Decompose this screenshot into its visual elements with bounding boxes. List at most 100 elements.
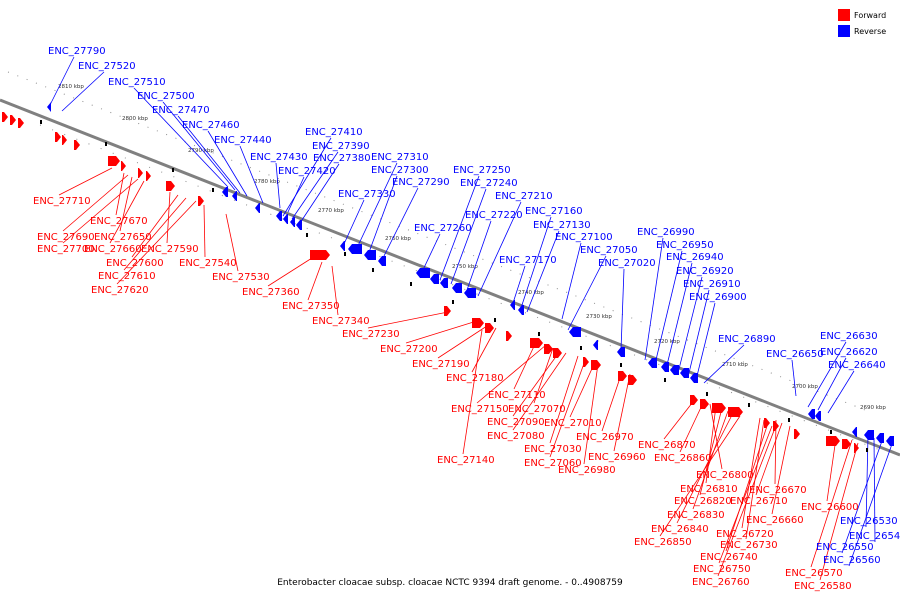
- gene-arrow-reverse: [378, 256, 386, 266]
- leader-line-reverse: [567, 255, 607, 331]
- gene-arrow-forward: [138, 168, 143, 178]
- gene-arrow-reverse: [690, 373, 698, 383]
- feature-marker: [748, 403, 750, 407]
- leader-line-reverse: [177, 115, 241, 194]
- gene-label-reverse: ENC_27420: [278, 166, 336, 177]
- gene-label-forward: ENC_26580: [794, 581, 852, 592]
- gene-arrow-reverse: [617, 347, 625, 357]
- leader-line-layer: [49, 56, 893, 581]
- gene-arrow-reverse: [593, 340, 598, 350]
- leader-line-forward: [166, 191, 171, 244]
- gene-label-reverse: ENC_27460: [182, 120, 240, 131]
- leader-line-reverse: [791, 359, 797, 397]
- leader-line-reverse: [807, 341, 847, 408]
- leader-line-reverse: [561, 242, 582, 320]
- leader-line-reverse: [695, 302, 716, 381]
- gene-label-reverse: ENC_27470: [152, 105, 210, 116]
- tick-label-layer: 2810 kbp 2800 kbp 2790 kbp 2780 kbp 2770 kbp…: [58, 84, 886, 411]
- gene-label-reverse: ENC_27790: [48, 46, 106, 57]
- gene-arrow-reverse: [232, 191, 237, 201]
- gene-label-forward: ENC_27360: [242, 287, 300, 298]
- gene-label-reverse: ENC_26920: [676, 266, 734, 277]
- gene-label-reverse: ENC_27410: [305, 127, 363, 138]
- legend: Forward Reverse: [838, 8, 886, 40]
- gene-label-reverse: ENC_27050: [580, 245, 638, 256]
- gene-arrow-forward: [74, 140, 80, 150]
- gene-label-reverse: ENC_27240: [460, 178, 518, 189]
- scale-tick-label: 2710 kbp: [722, 362, 748, 368]
- gene-arrow-reverse: [452, 283, 462, 293]
- scale-tick-label: 2790 kbp: [188, 148, 214, 154]
- gene-label-forward: ENC_27010: [544, 418, 602, 429]
- gene-label-reverse: ENC_27300: [371, 165, 429, 176]
- gene-label-forward: ENC_26810: [680, 484, 738, 495]
- gene-label-forward: ENC_27140: [437, 455, 495, 466]
- scale-tick-label: 2750 kbp: [452, 264, 478, 270]
- leader-line-reverse: [275, 162, 281, 209]
- leader-line-reverse: [665, 262, 693, 370]
- leader-line-forward: [267, 257, 313, 287]
- gene-label-forward: ENC_26960: [588, 452, 646, 463]
- genome-caption: Enterobacter cloacae subsp. cloacae NCTC…: [277, 578, 623, 588]
- gene-label-reverse: ENC_27510: [108, 77, 166, 88]
- legend-swatch-forward: [838, 9, 850, 21]
- gene-label-forward: ENC_27080: [487, 431, 545, 442]
- leader-line-forward: [331, 265, 339, 316]
- feature-marker: [344, 252, 346, 256]
- scale-tick-label: 2800 kbp: [122, 116, 148, 122]
- gene-arrow-forward: [10, 115, 16, 125]
- leader-line-forward: [471, 327, 497, 373]
- gene-label-forward: ENC_27700: [37, 244, 95, 255]
- scale-tick-label: 2730 kbp: [586, 314, 612, 320]
- gene-label-forward: ENC_27650: [94, 232, 152, 243]
- leader-line-forward: [613, 373, 631, 452]
- scale-tick-label: 2690 kbp: [860, 405, 886, 411]
- gene-label-forward: ENC_27670: [90, 216, 148, 227]
- gene-label-reverse: ENC_26560: [823, 555, 881, 566]
- gene-arrow-forward: [530, 338, 543, 348]
- gene-arrow-reverse: [518, 305, 524, 315]
- gene-arrow-forward: [712, 403, 726, 413]
- leader-line-reverse: [687, 289, 710, 378]
- leader-line-forward: [437, 323, 491, 359]
- leader-line-forward: [741, 417, 761, 529]
- feature-marker: [580, 346, 582, 350]
- gene-arrow-reverse: [815, 411, 821, 421]
- gene-arrow-forward: [628, 375, 637, 385]
- gene-label-reverse: ENC_27170: [499, 255, 557, 266]
- leader-line-forward: [123, 197, 187, 271]
- gene-label-reverse: ENC_27260: [414, 223, 472, 234]
- leader-line-forward: [819, 442, 859, 581]
- feature-marker: [40, 120, 42, 124]
- gene-arrow-forward: [794, 429, 800, 439]
- gene-label-forward: ENC_27030: [524, 444, 582, 455]
- gene-arrow-forward: [444, 306, 451, 316]
- leader-line-reverse: [817, 357, 847, 411]
- scale-tick-label: 2720 kbp: [654, 339, 680, 345]
- gene-label-reverse: ENC_27220: [465, 210, 523, 221]
- feature-marker: [494, 318, 496, 322]
- gene-label-reverse: ENC_27290: [392, 177, 450, 188]
- gene-arrow-reverse: [255, 203, 260, 213]
- gene-arrow-reverse: [808, 409, 815, 419]
- scale-tick-label: 2810 kbp: [58, 84, 84, 90]
- gene-arrow-reverse: [661, 362, 669, 372]
- scale-tick-label: 2780 kbp: [254, 179, 280, 185]
- feature-marker: [706, 392, 708, 396]
- gene-arrow-reverse: [886, 436, 894, 446]
- gene-label-forward: ENC_26670: [749, 485, 807, 496]
- scale-tick-label: 2770 kbp: [318, 208, 344, 214]
- gene-label-forward: ENC_26710: [730, 496, 788, 507]
- leader-line-forward: [755, 422, 783, 496]
- scale-tick-label: 2740 kbp: [518, 290, 544, 296]
- leader-line-forward: [725, 422, 769, 552]
- leader-line-reverse: [299, 163, 340, 224]
- gene-label-reverse: ENC_27020: [598, 258, 656, 269]
- genome-backbone: [0, 98, 900, 457]
- gene-label-forward: ENC_27070: [508, 404, 566, 415]
- gene-label-forward: ENC_27530: [212, 272, 270, 283]
- leader-line-reverse: [439, 175, 480, 281]
- leader-line-reverse: [841, 440, 883, 554]
- leader-line-reverse: [355, 162, 398, 251]
